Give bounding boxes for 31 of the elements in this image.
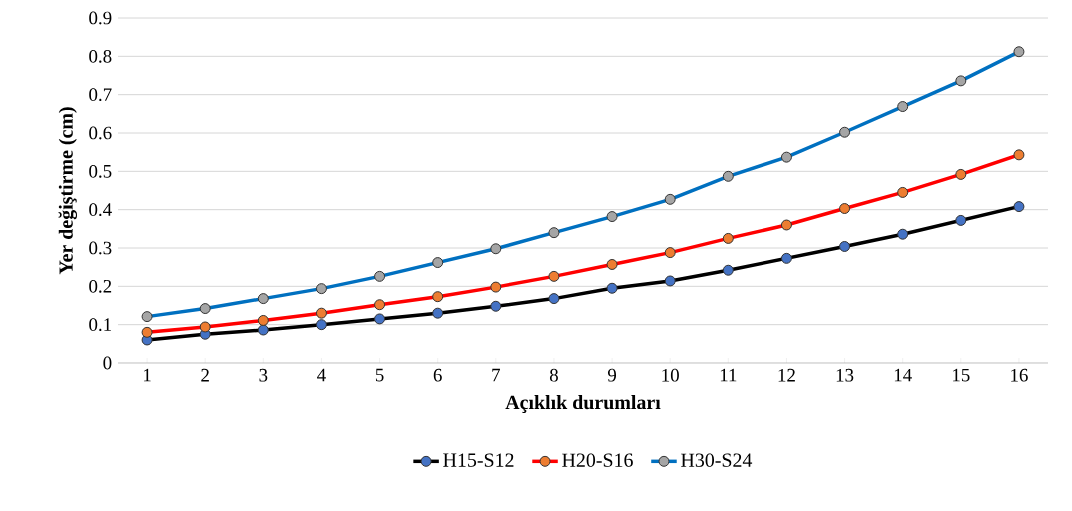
legend-label: H20-S16 <box>562 453 633 467</box>
x-tick-label: 14 <box>894 368 912 382</box>
y-tick-label: 0.3 <box>89 241 112 255</box>
x-tick-label: 15 <box>953 368 970 382</box>
x-tick-label: 5 <box>375 368 384 382</box>
x-tick-label: 11 <box>720 368 737 382</box>
y-axis-title: Yer değiştirme (cm) <box>58 107 77 275</box>
x-tick-label: 7 <box>492 368 501 382</box>
y-tick-label: 0.9 <box>89 11 112 25</box>
x-axis-title: Açıklık durumları <box>505 395 661 414</box>
legend-label: H15-S12 <box>443 453 514 467</box>
x-tick-label: 12 <box>778 368 795 382</box>
y-tick-label: 0.8 <box>89 49 112 63</box>
y-tick-label: 0 <box>103 356 112 370</box>
x-tick-label: 10 <box>662 368 679 382</box>
x-tick-label: 3 <box>259 368 268 382</box>
x-tick-label: 6 <box>433 368 442 382</box>
x-tick-label: 16 <box>1011 368 1028 382</box>
y-tick-label: 0.5 <box>89 164 112 178</box>
y-tick-label: 0.6 <box>89 126 112 140</box>
x-tick-label: 2 <box>201 368 209 382</box>
x-tick-label: 9 <box>607 368 617 382</box>
x-tick-label: 1 <box>143 368 151 382</box>
y-tick-label: 0.2 <box>89 279 112 293</box>
x-tick-label: 4 <box>317 368 326 382</box>
y-tick-label: 0.4 <box>89 203 112 217</box>
x-tick-label: 8 <box>549 368 558 382</box>
y-tick-label: 0.7 <box>89 88 112 102</box>
y-tick-label: 0.1 <box>89 318 112 332</box>
x-tick-label: 13 <box>836 368 854 382</box>
legend-label: H30-S24 <box>681 453 753 467</box>
